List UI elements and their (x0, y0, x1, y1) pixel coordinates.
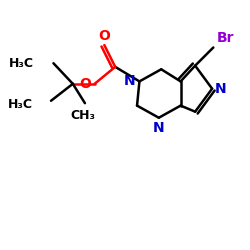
Text: N: N (153, 121, 165, 135)
Text: H₃C: H₃C (8, 98, 33, 111)
Text: Br: Br (217, 31, 234, 45)
Text: CH₃: CH₃ (70, 109, 95, 122)
Text: O: O (79, 77, 91, 91)
Text: N: N (214, 82, 226, 96)
Text: N: N (124, 74, 136, 88)
Text: O: O (98, 29, 110, 43)
Text: H₃C: H₃C (9, 57, 34, 70)
